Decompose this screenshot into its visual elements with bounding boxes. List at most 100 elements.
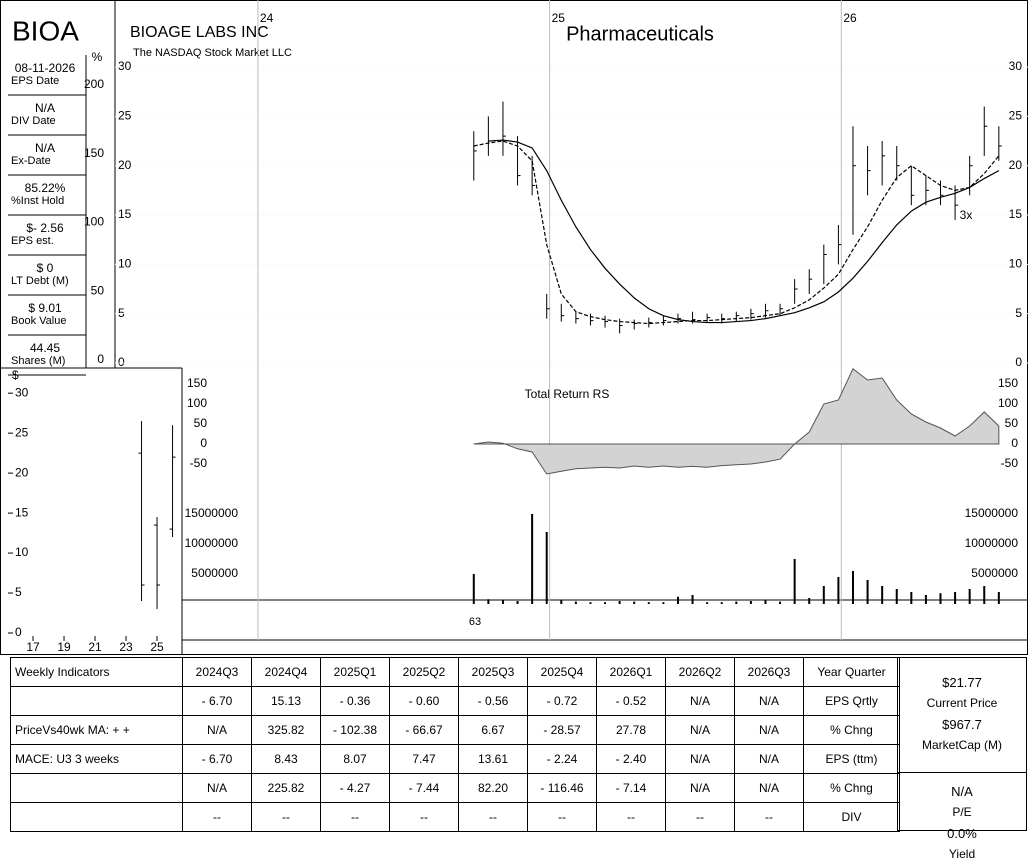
cell: --	[527, 802, 597, 832]
frame	[0, 0, 1028, 655]
metric: EPS Qrtly	[803, 686, 900, 716]
y-tick-label: 25	[118, 109, 132, 123]
row-label	[10, 802, 183, 832]
volume-bar	[618, 601, 621, 604]
sidebar-label: DIV Date	[11, 115, 56, 127]
cell: --	[389, 802, 459, 832]
cell: N/A	[665, 715, 735, 745]
y-tick-label: 0	[200, 436, 207, 450]
header-cell: Weekly Indicators	[10, 657, 183, 687]
cell: 82.20	[458, 773, 528, 803]
y-tick-label: -50	[190, 456, 208, 470]
volume-bar	[720, 602, 723, 604]
cell: 27.78	[596, 715, 666, 745]
cell: N/A	[734, 715, 804, 745]
row-label: PriceVs40wk MA: + +	[10, 715, 183, 745]
volume-bar	[881, 586, 884, 604]
y-tick-label: 10	[118, 257, 132, 271]
sidebar-value: 85.22%	[25, 181, 66, 195]
x-tick-label: 26	[843, 11, 857, 25]
cell: 7.47	[389, 744, 459, 774]
x-tick-label: 21	[88, 640, 102, 654]
summary-box: $21.77 Current Price $967.7 MarketCap (M) N/…	[897, 657, 1027, 861]
pct-tick-label: 50	[91, 283, 105, 297]
y-tick-label: 20	[1009, 158, 1023, 172]
x-tick-label: 25	[552, 11, 566, 25]
row-label: MACE: U3 3 weeks	[10, 744, 183, 774]
sidebar-value: $ 0	[37, 261, 54, 275]
y-tick-label: 150	[998, 376, 1018, 390]
row-label	[10, 686, 183, 716]
summary-value: N/A	[898, 772, 1026, 802]
x-tick-label: 17	[26, 640, 40, 654]
cell: N/A	[665, 773, 735, 803]
y-tick-label: 30	[1009, 59, 1023, 73]
cell: - 2.24	[527, 744, 597, 774]
cell: - 0.52	[596, 686, 666, 716]
y-tick-label: 150	[187, 376, 207, 390]
metric: % Chng	[803, 715, 900, 745]
y-tick-label: 5000000	[971, 566, 1018, 580]
summary-label: Yield	[948, 847, 976, 861]
cell: - 0.56	[458, 686, 528, 716]
annotation: 3x	[960, 208, 973, 222]
y-tick-label: 0	[1011, 436, 1018, 450]
cell: --	[665, 802, 735, 832]
header-cell: 2026Q1	[596, 657, 666, 687]
cell: N/A	[182, 773, 252, 803]
y-tick-label: 10	[15, 545, 29, 559]
cell: - 6.70	[182, 744, 252, 774]
volume-bar	[808, 598, 811, 604]
volume-bar	[691, 595, 694, 604]
sidebar-value: $ 9.01	[28, 301, 62, 315]
volume-bar	[779, 601, 782, 604]
volume-bar	[531, 514, 534, 604]
sidebar-label: %Inst Hold	[11, 195, 64, 207]
volume-bar	[924, 595, 927, 604]
y-tick-label: 15000000	[185, 506, 239, 520]
volume-bar	[706, 602, 709, 604]
table-row: MACE: U3 3 weeks - 6.70 8.43 8.07 7.47 13.61-…	[10, 744, 900, 774]
sidebar-value: N/A	[35, 141, 55, 155]
cell: --	[182, 802, 252, 832]
y-tick-label: 5000000	[191, 566, 238, 580]
y-tick-label: 50	[1005, 416, 1019, 430]
y-tick-label: 20	[118, 158, 132, 172]
sidebar-value: 08-11-2026	[15, 61, 76, 75]
header-cell: 2025Q1	[320, 657, 390, 687]
header-cell: 2025Q4	[527, 657, 597, 687]
cell: 8.43	[251, 744, 321, 774]
y-tick-label: 15	[1009, 207, 1023, 221]
volume-bar	[589, 602, 592, 604]
volume-bar	[472, 574, 475, 604]
volume-bar	[837, 577, 840, 604]
volume-bar	[997, 592, 1000, 604]
y-tick-label: -50	[1001, 456, 1019, 470]
summary-label: Current Price	[926, 696, 998, 710]
moving-average	[488, 139, 1000, 324]
x-tick-label: 23	[119, 640, 133, 654]
sidebar-label: EPS Date	[11, 75, 59, 87]
header-cell: 2024Q4	[251, 657, 321, 687]
volume-bar	[866, 580, 869, 604]
cell: N/A	[665, 744, 735, 774]
table-row: N/A 225.82- 4.27- 7.44 82.20- 116.46- 7.14…	[10, 773, 900, 803]
cell: - 7.14	[596, 773, 666, 803]
cell: --	[458, 802, 528, 832]
y-tick-label: 5	[118, 306, 125, 320]
chart-title: Pharmaceuticals	[566, 23, 714, 45]
indicator-table: Weekly Indicators 2024Q3 2024Q4 2025Q1 2025Q…	[10, 657, 900, 832]
x-tick-label: 19	[57, 640, 71, 654]
summary-label: P/E	[952, 805, 972, 819]
summary-value: $21.77	[942, 675, 982, 690]
sidebar-value: 44.45	[30, 341, 60, 355]
sidebar-label: Shares (M)	[11, 355, 65, 367]
y-tick-label: 10000000	[185, 536, 239, 550]
cell: - 7.44	[389, 773, 459, 803]
header-cell: 2024Q3	[182, 657, 252, 687]
header-cell: 2026Q3	[734, 657, 804, 687]
volume-bar	[604, 602, 607, 604]
cell: - 28.57	[527, 715, 597, 745]
pct-tick-label: 150	[84, 146, 104, 160]
sidebar-value: $- 2.56	[26, 221, 64, 235]
